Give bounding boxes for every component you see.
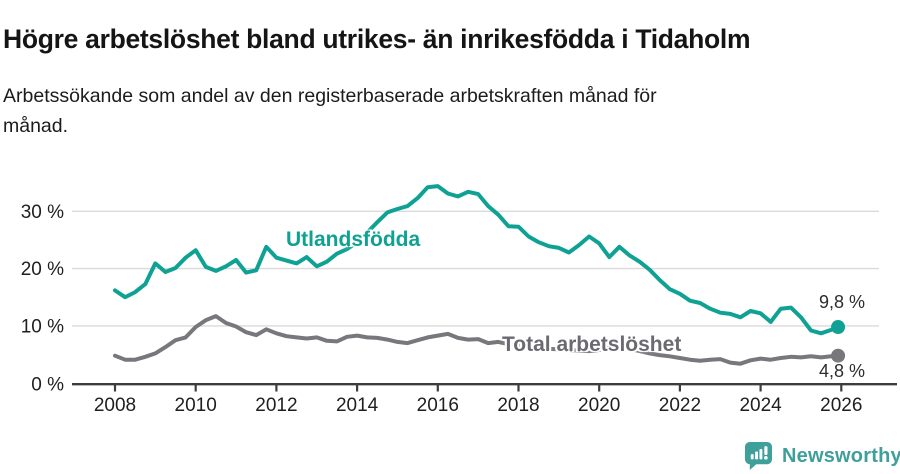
speech-bubble-bar-chart-icon xyxy=(744,441,773,471)
chart-title: Högre arbetslöshet bland utrikes- än inr… xyxy=(3,23,751,54)
y-axis-tick-label: 30 % xyxy=(21,202,64,223)
x-axis-tick-label: 2026 xyxy=(820,395,862,416)
newsworthy-logo: Newsworthy xyxy=(744,441,900,471)
x-axis-tick-label: 2024 xyxy=(739,395,782,416)
x-axis-tick-label: 2014 xyxy=(336,395,379,416)
series-end-dot xyxy=(831,320,846,335)
end-value-label-utlandsfodda: 9,8 % xyxy=(819,292,866,312)
series-line-utlandsf-dda xyxy=(113,184,841,336)
x-axis-tick-label: 2008 xyxy=(94,395,136,416)
x-axis-tick-label: 2016 xyxy=(417,395,459,416)
y-axis-tick-label: 10 % xyxy=(21,316,64,337)
x-axis-tick-label: 2018 xyxy=(497,395,539,416)
series-label-utlandsfodda: Utlandsfödda xyxy=(286,228,421,251)
newsworthy-wordmark: Newsworthy xyxy=(782,444,900,467)
y-axis-tick-label: 0 % xyxy=(31,375,64,396)
series-end-dot xyxy=(831,348,846,363)
y-axis-tick-label: 20 % xyxy=(21,259,64,280)
x-axis-tick-label: 2010 xyxy=(175,395,217,416)
x-axis-tick-label: 2012 xyxy=(255,395,297,416)
x-axis-tick-label: 2020 xyxy=(578,395,620,416)
chart-subtitle: Arbetssökande som andel av den registerb… xyxy=(3,84,657,137)
series-line-total-arbetsl-shet xyxy=(113,314,841,366)
end-value-label-total: 4,8 % xyxy=(819,361,866,381)
x-axis-tick-label: 2022 xyxy=(659,395,701,416)
series-label-total-arbetsloshet: Total arbetslöshet xyxy=(502,333,682,356)
